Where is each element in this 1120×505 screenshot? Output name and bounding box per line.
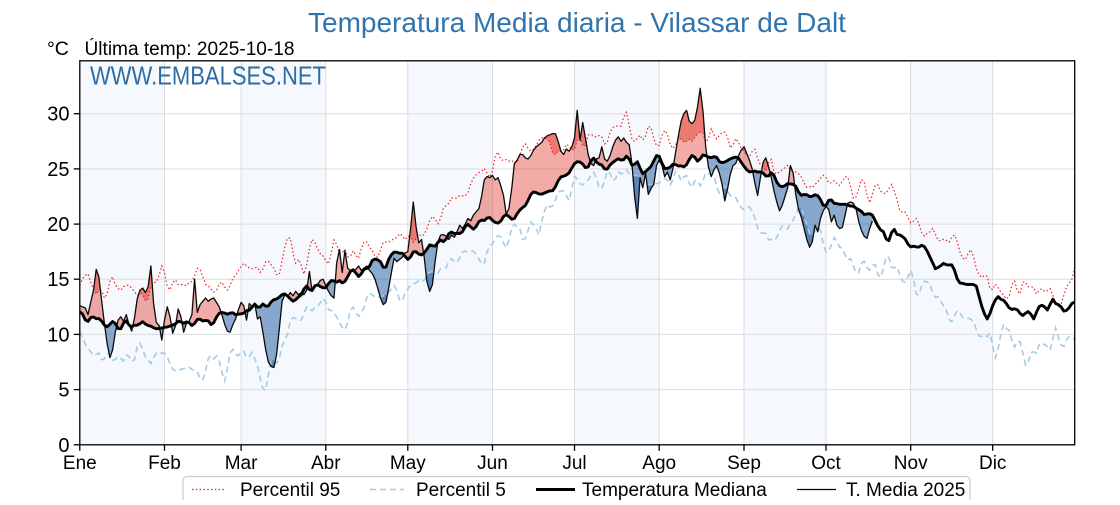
svg-text:Percentil 95: Percentil 95 (240, 480, 340, 500)
svg-text:Jul: Jul (562, 453, 586, 474)
svg-text:°C: °C (47, 38, 69, 60)
svg-text:Abr: Abr (311, 453, 341, 474)
svg-text:25: 25 (47, 159, 69, 181)
svg-text:Mar: Mar (225, 453, 258, 474)
svg-text:Sep: Sep (727, 453, 761, 474)
svg-text:Nov: Nov (894, 453, 928, 474)
svg-text:WWW.EMBALSES.NET: WWW.EMBALSES.NET (90, 61, 326, 91)
svg-text:Temperatura Media diaria - Vil: Temperatura Media diaria - Vilassar de D… (308, 7, 846, 38)
svg-text:Oct: Oct (811, 453, 841, 474)
svg-text:30: 30 (47, 104, 69, 126)
svg-text:10: 10 (47, 324, 69, 346)
svg-text:5: 5 (58, 380, 69, 402)
svg-text:0: 0 (58, 435, 69, 457)
svg-text:15: 15 (47, 269, 69, 291)
svg-text:Feb: Feb (148, 453, 181, 474)
svg-text:Ago: Ago (642, 453, 676, 474)
svg-text:T. Media 2025: T. Media 2025 (846, 480, 965, 500)
svg-text:Dic: Dic (979, 453, 1006, 474)
svg-text:20: 20 (47, 214, 69, 236)
svg-text:Percentil 5: Percentil 5 (416, 480, 506, 500)
svg-text:Ene: Ene (63, 453, 97, 474)
svg-text:Última temp: 2025-10-18: Última temp: 2025-10-18 (85, 37, 295, 60)
svg-text:Temperatura Mediana: Temperatura Mediana (582, 480, 767, 500)
svg-text:Jun: Jun (477, 453, 508, 474)
svg-text:May: May (390, 453, 426, 474)
